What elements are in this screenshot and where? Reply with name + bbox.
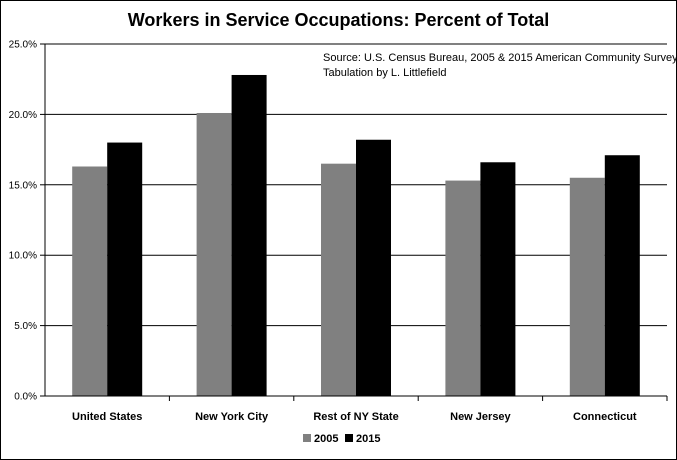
x-tick-label: New York City	[195, 411, 269, 423]
x-tick-label: New Jersey	[450, 411, 511, 423]
bar-2015	[604, 155, 640, 396]
legend: 2005 2015	[303, 433, 380, 445]
bar-2005	[321, 163, 356, 396]
legend-swatch-2005	[303, 434, 311, 442]
legend-label-2005: 2005	[314, 433, 338, 445]
bar-2015	[356, 139, 391, 396]
bar-2005	[569, 177, 605, 396]
legend-swatch-2015	[345, 434, 353, 442]
y-tick-label: 10.0%	[9, 251, 37, 262]
legend-label-2015: 2015	[356, 433, 380, 445]
bar-2015	[480, 162, 516, 396]
bar-2005	[72, 166, 108, 396]
bar-2005	[196, 112, 232, 396]
source-note-line-2: Tabulation by L. Littlefield	[323, 67, 447, 79]
x-tick-label: Rest of NY State	[313, 411, 398, 423]
bars	[72, 74, 640, 396]
x-tick-label: United States	[72, 411, 142, 423]
y-tick-label: 25.0%	[9, 40, 37, 51]
bar-2005	[445, 180, 481, 396]
chart-title: Workers in Service Occupations: Percent …	[127, 10, 550, 30]
bar-2015	[231, 74, 267, 396]
y-tick-label: 15.0%	[9, 180, 37, 191]
bar-2015	[107, 142, 143, 396]
x-tick-label: Connecticut	[573, 411, 637, 423]
y-tick-label: 5.0%	[14, 321, 37, 332]
y-tick-label: 0.0%	[14, 392, 37, 403]
y-tick-label: 20.0%	[9, 110, 37, 121]
axes: 0.0% 5.0% 10.0% 15.0% 20.0% 25.0% United State…	[9, 40, 668, 423]
source-note-line-1: Source: U.S. Census Bureau, 2005 & 2015 …	[323, 52, 677, 64]
